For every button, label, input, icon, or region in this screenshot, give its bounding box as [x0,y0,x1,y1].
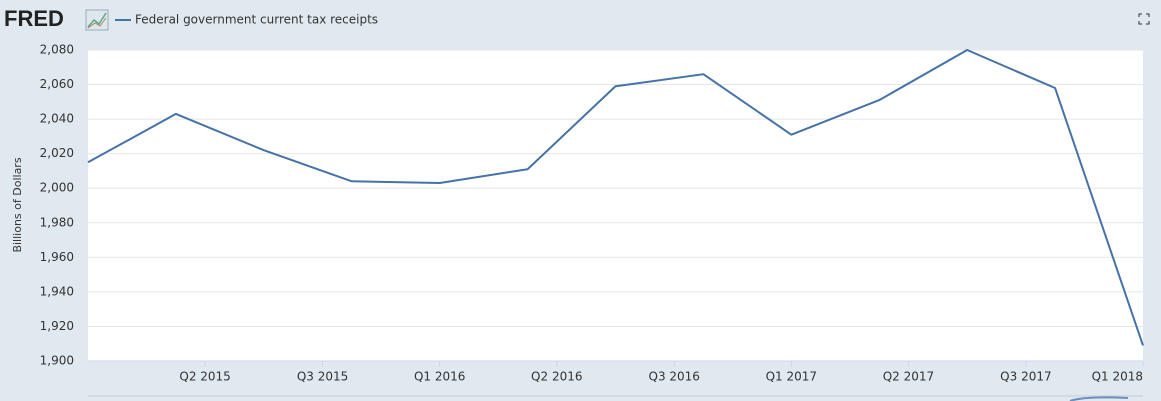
y-tick-label: 2,060 [40,77,74,91]
x-tick-label: Q3 2015 [297,370,348,384]
y-tick-label: 1,960 [40,250,74,264]
expand-icon[interactable] [1138,13,1150,25]
logo-icon [85,9,109,31]
y-axis-label: Billions of Dollars [11,157,24,252]
logo: FRED [4,6,64,31]
y-tick-label: 2,040 [40,112,74,126]
y-tick-label: 2,020 [40,146,74,160]
y-tick-label: 1,940 [40,284,74,298]
navigator-handle[interactable] [1069,396,1129,401]
series-line [87,49,1144,346]
y-tick-label: 1,920 [40,319,74,333]
x-tick-label: Q2 2016 [531,370,582,384]
y-tick-label: 2,000 [40,181,74,195]
x-tick-label: Q2 2015 [179,370,230,384]
plot-area [88,50,1143,361]
x-tick-label: Q1 2018 [1092,370,1143,384]
legend-label: Federal government current tax receipts [135,13,378,27]
x-tick-label: Q3 2017 [1000,370,1051,384]
x-tick-label: Q1 2016 [414,370,465,384]
y-tick-label: 2,080 [40,43,74,57]
x-tick-label: Q3 2016 [649,370,700,384]
y-tick-label: 1,900 [40,354,74,368]
x-tick-label: Q1 2017 [766,370,817,384]
x-tick-label: Q2 2017 [883,370,934,384]
y-tick-label: 1,980 [40,215,74,229]
